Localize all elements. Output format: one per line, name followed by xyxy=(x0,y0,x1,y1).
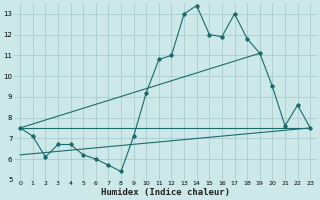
X-axis label: Humidex (Indice chaleur): Humidex (Indice chaleur) xyxy=(101,188,230,197)
